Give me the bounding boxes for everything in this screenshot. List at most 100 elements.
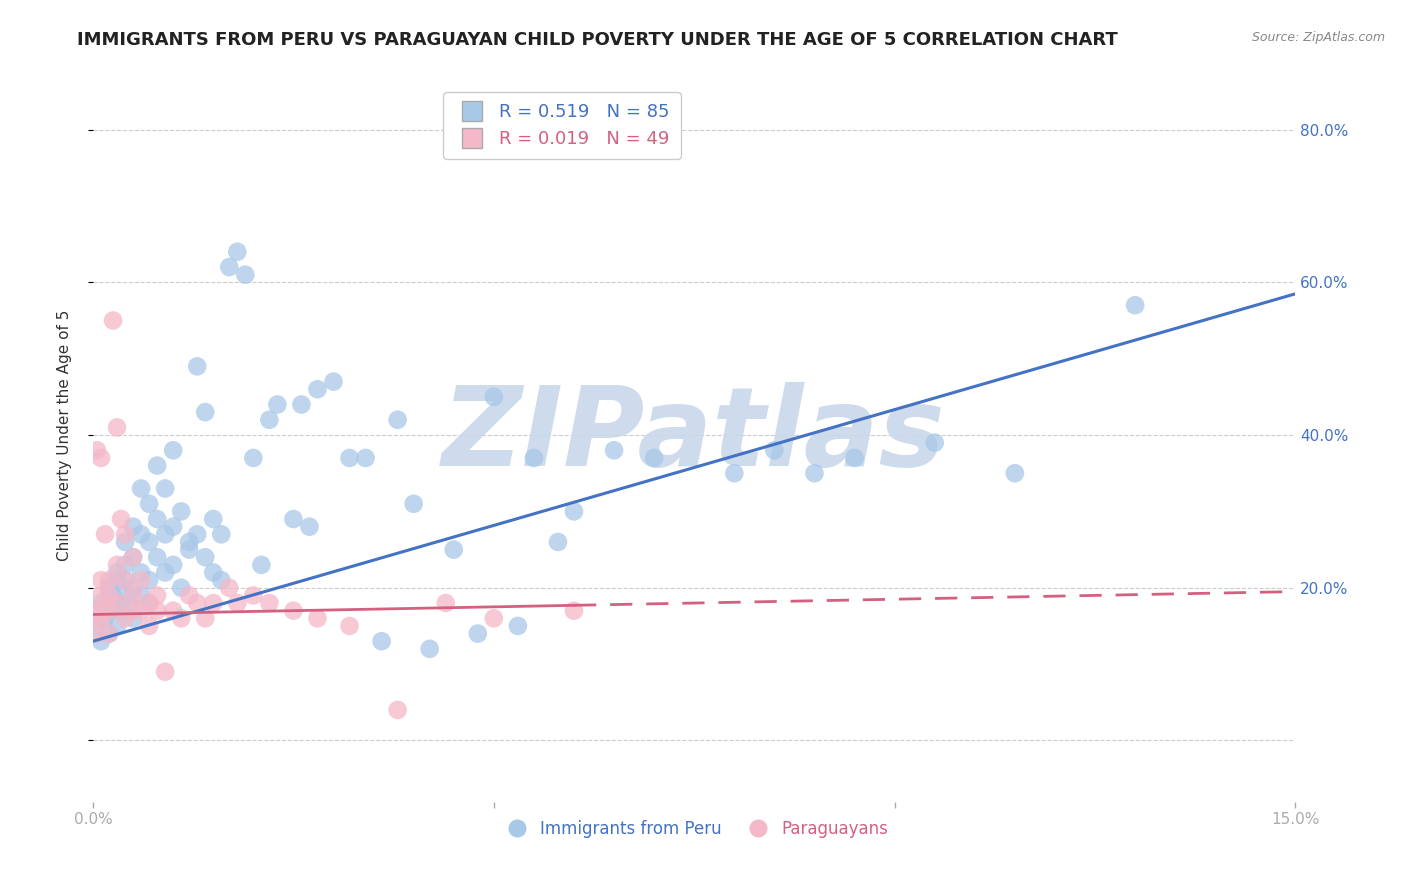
Point <box>129 482 152 496</box>
Point <box>186 359 208 374</box>
Point <box>290 397 312 411</box>
Point <box>218 581 240 595</box>
Text: Source: ZipAtlas.com: Source: ZipAtlas.com <box>1251 31 1385 45</box>
Point <box>242 450 264 465</box>
Point <box>434 596 457 610</box>
Point <box>226 244 249 259</box>
Point <box>354 450 377 465</box>
Point <box>209 527 232 541</box>
Point <box>523 450 546 465</box>
Point <box>105 558 128 572</box>
Point <box>98 604 121 618</box>
Point <box>138 535 160 549</box>
Point <box>202 596 225 610</box>
Point <box>138 497 160 511</box>
Point <box>138 596 160 610</box>
Point <box>94 527 117 541</box>
Point <box>194 550 217 565</box>
Point <box>209 573 232 587</box>
Point <box>194 611 217 625</box>
Point <box>803 467 825 481</box>
Point <box>146 512 169 526</box>
Point <box>101 313 124 327</box>
Point <box>90 611 112 625</box>
Point <box>179 535 201 549</box>
Point <box>129 527 152 541</box>
Point <box>844 450 866 465</box>
Point <box>202 566 225 580</box>
Point <box>105 420 128 434</box>
Point <box>170 504 193 518</box>
Point <box>643 450 665 465</box>
Point <box>482 611 505 625</box>
Point <box>562 504 585 518</box>
Point <box>98 626 121 640</box>
Point <box>723 467 745 481</box>
Point <box>162 443 184 458</box>
Point <box>153 665 176 679</box>
Point <box>122 611 145 625</box>
Point <box>110 512 132 526</box>
Point <box>105 566 128 580</box>
Point <box>122 588 145 602</box>
Point <box>170 581 193 595</box>
Point <box>170 611 193 625</box>
Point <box>259 413 281 427</box>
Point <box>924 435 946 450</box>
Point <box>146 550 169 565</box>
Point <box>307 611 329 625</box>
Point <box>84 611 107 625</box>
Y-axis label: Child Poverty Under the Age of 5: Child Poverty Under the Age of 5 <box>58 310 72 561</box>
Point <box>98 581 121 595</box>
Point <box>90 573 112 587</box>
Point <box>186 527 208 541</box>
Point <box>322 375 344 389</box>
Point <box>90 596 112 610</box>
Point <box>90 588 112 602</box>
Legend: Immigrants from Peru, Paraguayans: Immigrants from Peru, Paraguayans <box>494 814 896 845</box>
Point <box>98 588 121 602</box>
Point <box>114 573 136 587</box>
Point <box>105 619 128 633</box>
Point <box>226 596 249 610</box>
Point <box>90 604 112 618</box>
Point <box>129 573 152 587</box>
Point <box>339 450 361 465</box>
Point <box>339 619 361 633</box>
Point <box>114 573 136 587</box>
Point <box>387 413 409 427</box>
Point <box>114 535 136 549</box>
Point <box>153 566 176 580</box>
Point <box>114 588 136 602</box>
Point <box>259 596 281 610</box>
Point <box>101 588 124 602</box>
Point <box>138 619 160 633</box>
Point <box>105 573 128 587</box>
Point <box>387 703 409 717</box>
Point <box>250 558 273 572</box>
Point <box>179 588 201 602</box>
Point <box>129 588 152 602</box>
Point <box>233 268 256 282</box>
Point <box>114 611 136 625</box>
Point <box>162 519 184 533</box>
Point <box>506 619 529 633</box>
Point <box>129 566 152 580</box>
Point <box>1123 298 1146 312</box>
Point <box>146 604 169 618</box>
Point <box>114 558 136 572</box>
Point <box>202 512 225 526</box>
Point <box>86 619 108 633</box>
Point <box>122 550 145 565</box>
Point <box>94 611 117 625</box>
Point <box>153 482 176 496</box>
Point <box>122 581 145 595</box>
Point <box>114 527 136 541</box>
Point <box>242 588 264 602</box>
Point <box>603 443 626 458</box>
Point <box>129 604 152 618</box>
Point <box>298 519 321 533</box>
Point <box>90 634 112 648</box>
Point <box>138 573 160 587</box>
Point <box>122 550 145 565</box>
